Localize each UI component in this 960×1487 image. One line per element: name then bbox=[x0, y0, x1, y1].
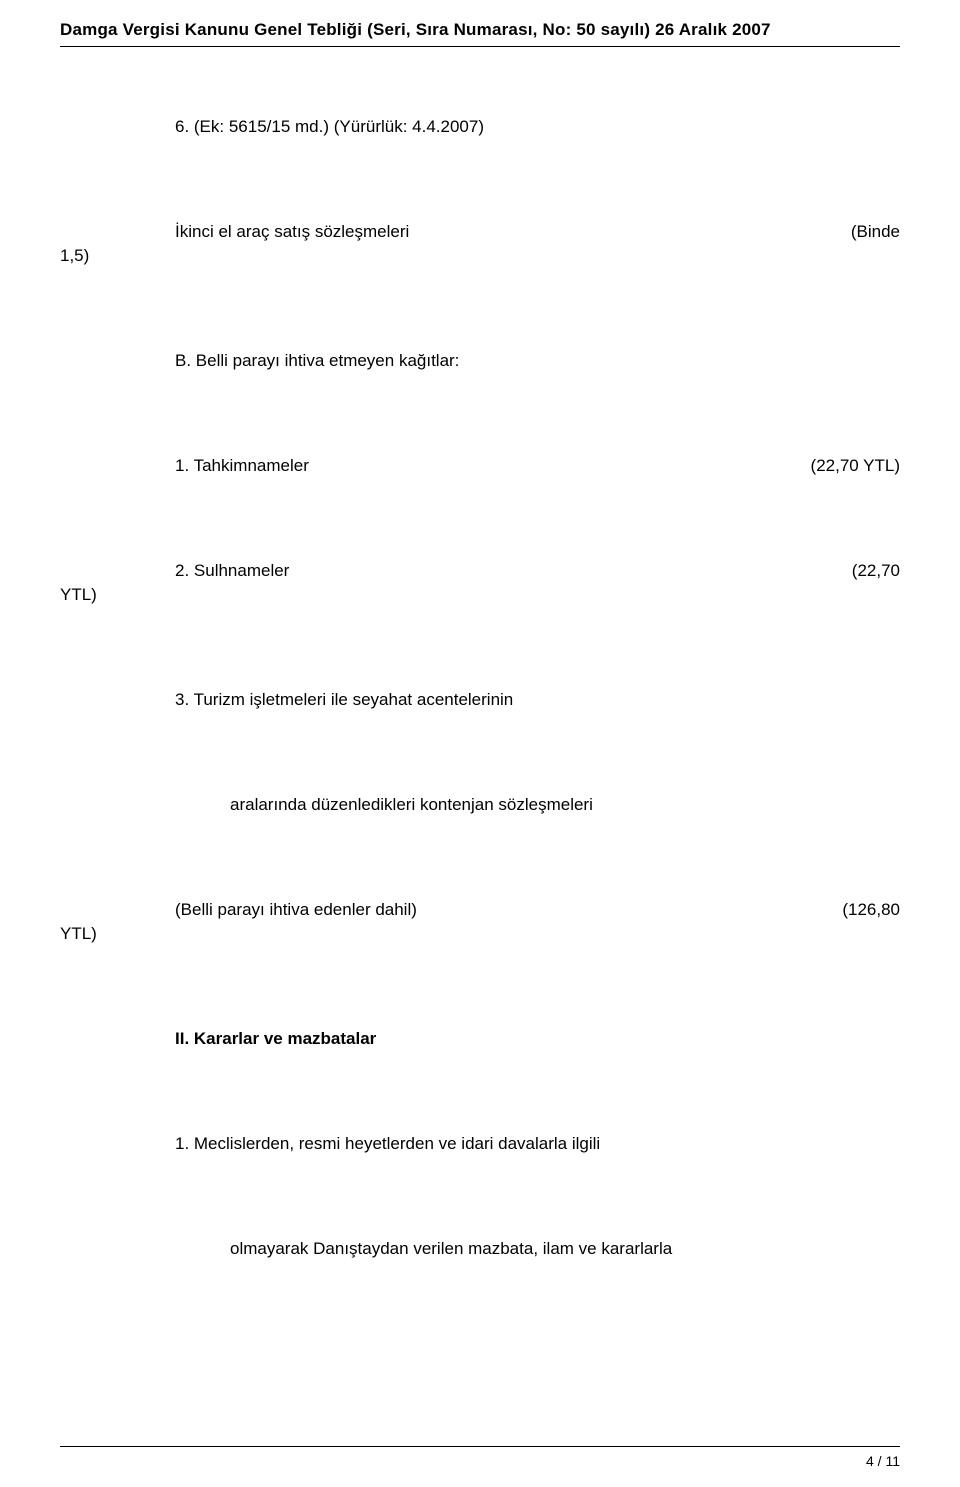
item-belli-parayi-ytl: YTL) bbox=[60, 924, 900, 944]
item-aralarinda: aralarında düzenledikleri kontenjan sözl… bbox=[230, 795, 900, 815]
footer-rule bbox=[60, 1446, 900, 1447]
item-ek: 6. (Ek: 5615/15 md.) (Yürürlük: 4.4.2007… bbox=[175, 117, 900, 137]
item-tahkim-right: (22,70 YTL) bbox=[811, 456, 900, 476]
item-kararlar: II. Kararlar ve mazbatalar bbox=[175, 1029, 900, 1049]
page-number: 4 / 11 bbox=[866, 1453, 900, 1469]
item-ikinci-row: İkinci el araç satış sözleşmeleri (Binde bbox=[60, 222, 900, 242]
item-sulh-right: (22,70 bbox=[852, 561, 900, 581]
item-sulh-left: 2. Sulhnameler bbox=[175, 561, 852, 581]
item-belli-parayi-right: (126,80 bbox=[842, 900, 900, 920]
item-ikinci-left: İkinci el araç satış sözleşmeleri bbox=[175, 222, 851, 242]
page-header-title: Damga Vergisi Kanunu Genel Tebliği (Seri… bbox=[60, 20, 900, 40]
item-sulh-row: 2. Sulhnameler (22,70 bbox=[60, 561, 900, 581]
item-ikinci-rate: 1,5) bbox=[60, 246, 900, 266]
item-belli-parayi-left: (Belli parayı ihtiva edenler dahil) bbox=[175, 900, 842, 920]
item-meclis: 1. Meclislerden, resmi heyetlerden ve id… bbox=[175, 1134, 900, 1154]
item-turizm: 3. Turizm işletmeleri ile seyahat acente… bbox=[175, 690, 900, 710]
item-belli-parayi-row: (Belli parayı ihtiva edenler dahil) (126… bbox=[60, 900, 900, 920]
item-tahkim-left: 1. Tahkimnameler bbox=[175, 456, 811, 476]
item-olmayarak: olmayarak Danıştaydan verilen mazbata, i… bbox=[230, 1239, 900, 1259]
item-belli: B. Belli parayı ihtiva etmeyen kağıtlar: bbox=[175, 351, 900, 371]
header-rule bbox=[60, 46, 900, 47]
footer bbox=[60, 1446, 900, 1447]
item-sulh-ytl: YTL) bbox=[60, 585, 900, 605]
item-tahkim-row: 1. Tahkimnameler (22,70 YTL) bbox=[60, 456, 900, 476]
item-ikinci-right: (Binde bbox=[851, 222, 900, 242]
